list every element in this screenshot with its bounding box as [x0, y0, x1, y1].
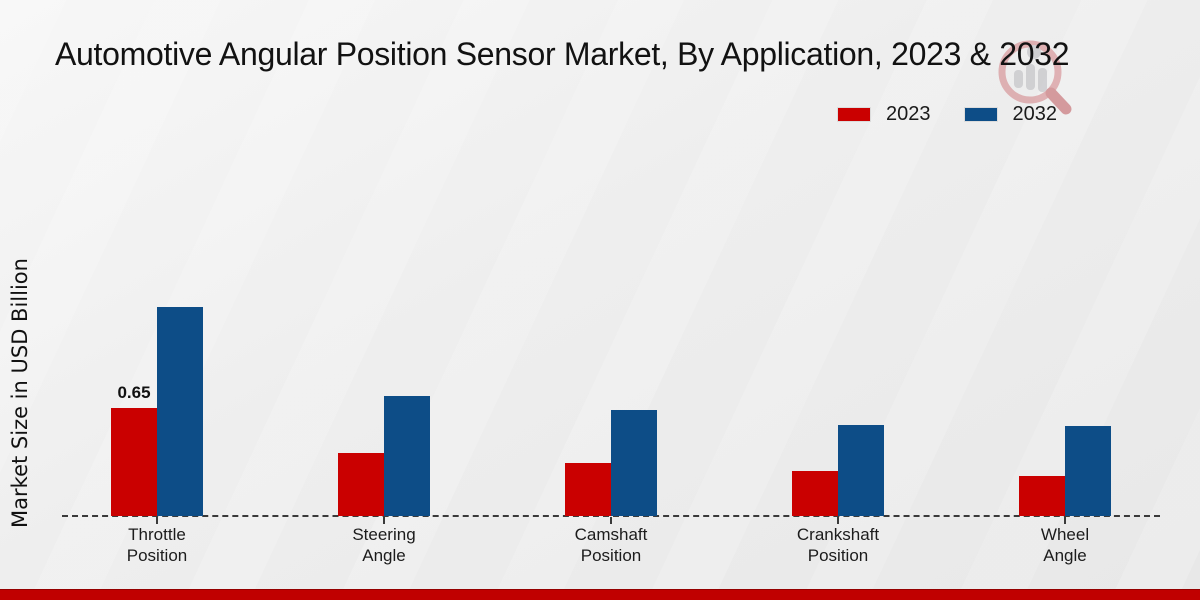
bar-2032-steering-angle — [384, 396, 430, 516]
bar-2032-throttle-position — [157, 307, 203, 516]
legend-label: 2032 — [1012, 103, 1058, 125]
magnifier-handle — [1045, 87, 1072, 115]
logo-dot — [1027, 45, 1041, 59]
logo-bar-medium — [1026, 64, 1035, 90]
category-label: Crankshaft Position — [796, 525, 880, 565]
x-tick — [383, 517, 385, 524]
bar-2023-steering-angle — [338, 453, 384, 516]
x-tick — [156, 517, 158, 524]
bar-2032-wheel-angle — [1065, 426, 1111, 516]
y-axis-label: Market Size in USD Billion — [8, 258, 32, 528]
x-tick — [610, 517, 612, 524]
x-tick — [837, 517, 839, 524]
bar-2023-camshaft-position — [565, 463, 611, 516]
legend-label: 2023 — [886, 103, 931, 125]
footer-band — [0, 589, 1200, 600]
magnifier-bar-chart-logo-icon — [998, 40, 1072, 115]
bar-2023-throttle-position — [111, 408, 157, 516]
x-axis-baseline — [62, 515, 1160, 517]
magnifier-ring — [998, 40, 1062, 104]
legend-swatch-2032 — [963, 107, 998, 122]
legend-item-2032: 2032 — [963, 103, 1058, 126]
category-label: Camshaft Position — [574, 525, 648, 565]
logo-bar-small — [1014, 70, 1023, 88]
bar-2032-camshaft-position — [611, 410, 657, 516]
category-label: Wheel Angle — [1040, 525, 1090, 565]
bar-2032-crankshaft-position — [838, 425, 884, 516]
bar-2023-wheel-angle — [1019, 476, 1065, 516]
bar-value-label: 0.65 — [117, 383, 151, 402]
category-label: Throttle Position — [126, 525, 188, 565]
bar-2023-crankshaft-position — [792, 471, 838, 516]
x-tick — [1064, 517, 1066, 524]
legend-item-2023: 2023 — [837, 103, 931, 126]
category-label: Steering Angle — [352, 525, 416, 565]
logo-bar-large — [1038, 68, 1047, 92]
legend-swatch-2023 — [837, 107, 871, 122]
chart-title: Automotive Angular Position Sensor Marke… — [55, 36, 1070, 72]
legend: 2023 2032 — [837, 103, 1090, 126]
